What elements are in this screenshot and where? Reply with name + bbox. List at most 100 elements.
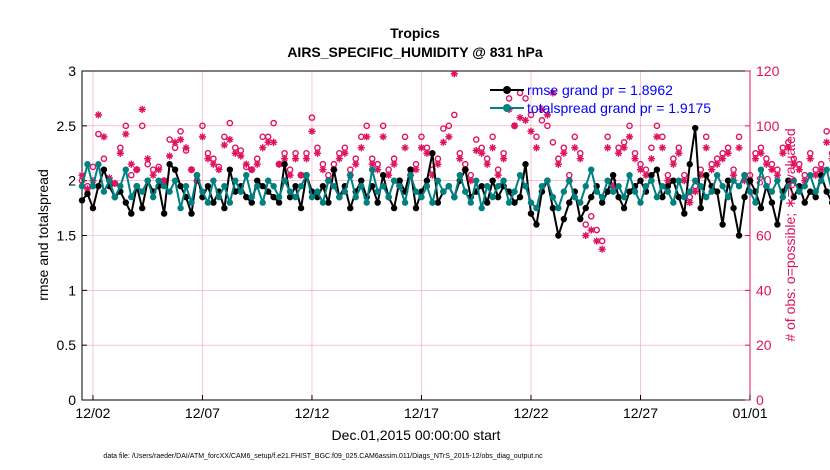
obs-evaluated-point [762, 160, 771, 168]
obs-evaluated-point [428, 171, 437, 179]
obs-evaluated-point [708, 166, 716, 174]
spread-point [642, 182, 650, 190]
obs-evaluated-point [374, 166, 382, 174]
spread-point [95, 161, 102, 168]
rmse-point [566, 199, 573, 206]
obs-possible-point [505, 95, 513, 102]
spread-point [330, 182, 338, 190]
spread-point [752, 199, 759, 206]
obs-possible-point [538, 117, 546, 124]
spread-point [768, 188, 776, 195]
legend-rmse-label: rmse grand pr = 1.8962 [527, 82, 673, 98]
obs-evaluated-point [790, 160, 798, 168]
obs-evaluated-point [713, 160, 721, 168]
obs-evaluated-point [582, 231, 590, 240]
spread-point [308, 193, 316, 201]
spread-point [785, 182, 792, 190]
spread-point [511, 188, 518, 195]
spread-point [505, 199, 513, 206]
y-tick-label: 2.5 [57, 118, 77, 134]
spread-point [319, 199, 327, 206]
rmse-point [396, 177, 403, 184]
obs-evaluated-point [302, 155, 311, 163]
spread-point [149, 193, 157, 201]
spread-point [423, 182, 431, 190]
rmse-point [166, 161, 173, 168]
spread-point [796, 188, 803, 195]
rmse-point [730, 204, 737, 212]
spread-point [620, 193, 628, 201]
obs-possible-point [379, 122, 387, 130]
spread-point [807, 171, 814, 179]
obs-evaluated-point [494, 171, 502, 179]
obs-evaluated-point [434, 160, 442, 168]
obs-evaluated-point [83, 185, 92, 193]
spread-point [374, 188, 381, 195]
y-tick-label: 1.5 [57, 228, 77, 244]
obs-evaluated-point [669, 160, 677, 168]
obs-possible-point [823, 128, 830, 135]
obs-evaluated-point [335, 155, 343, 163]
spread-point [582, 182, 589, 190]
obs-evaluated-point [111, 179, 119, 188]
rmse-point [681, 210, 688, 217]
rmse-point [270, 193, 277, 201]
spread-point [664, 188, 672, 195]
obs-evaluated-point [691, 188, 699, 196]
rmse-point [692, 124, 699, 132]
obs-possible-point [451, 111, 458, 119]
spread-point [171, 177, 179, 184]
spread-point [473, 177, 480, 184]
rmse-point [516, 193, 524, 201]
obs-possible-point [270, 119, 277, 127]
rmse-point [330, 166, 338, 173]
rmse-point [407, 166, 414, 173]
rmse-point [358, 177, 365, 184]
rmse-point [489, 177, 496, 184]
spread-point [823, 166, 830, 173]
rmse-point [347, 204, 354, 212]
obs-evaluated-point [472, 146, 480, 155]
obs-evaluated-point [94, 111, 103, 119]
rmse-point [713, 188, 721, 195]
obs-evaluated-point [598, 245, 606, 253]
obs-evaluated-point [516, 114, 524, 122]
spread-point [440, 188, 447, 195]
obs-evaluated-point [155, 166, 163, 174]
obs-evaluated-point [352, 160, 360, 168]
obs-evaluated-point [680, 177, 688, 185]
rmse-point [494, 193, 502, 201]
footer-datafile: data file: /Users/raeder/DAI/ATM_forcXX/… [103, 453, 543, 460]
y2-tick-label: 20 [756, 337, 772, 353]
rmse-point [254, 177, 261, 184]
spread-point [445, 182, 453, 190]
obs-possible-point [735, 133, 743, 141]
rmse-point [160, 210, 168, 217]
x-tick-label: 12/02 [75, 405, 110, 421]
spread-point [204, 199, 212, 206]
obs-evaluated-point [149, 171, 157, 179]
obs-evaluated-point [417, 144, 426, 152]
obs-evaluated-point [823, 138, 830, 146]
spread-point [160, 182, 168, 190]
spread-point [713, 171, 721, 179]
obs-evaluated-point [795, 166, 803, 174]
obs-evaluated-point [144, 155, 152, 163]
rmse-point [259, 182, 266, 190]
obs-evaluated-point [368, 160, 376, 168]
obs-evaluated-point [226, 135, 234, 144]
rmse-point [325, 199, 332, 206]
spread-point [133, 182, 140, 190]
rmse-point [281, 161, 288, 168]
obs-evaluated-point [560, 149, 568, 157]
obs-possible-point [221, 133, 228, 141]
obs-evaluated-point [768, 166, 776, 174]
obs-evaluated-point [445, 133, 453, 141]
spread-point [434, 177, 442, 184]
rmse-point [100, 166, 108, 173]
obs-evaluated-point [642, 171, 650, 179]
left-y-axis: 0 0.5 1 1.5 2 2.5 3 [57, 63, 87, 408]
rmse-point [128, 210, 135, 217]
spread-point [139, 188, 146, 195]
obs-possible-point [122, 122, 130, 130]
